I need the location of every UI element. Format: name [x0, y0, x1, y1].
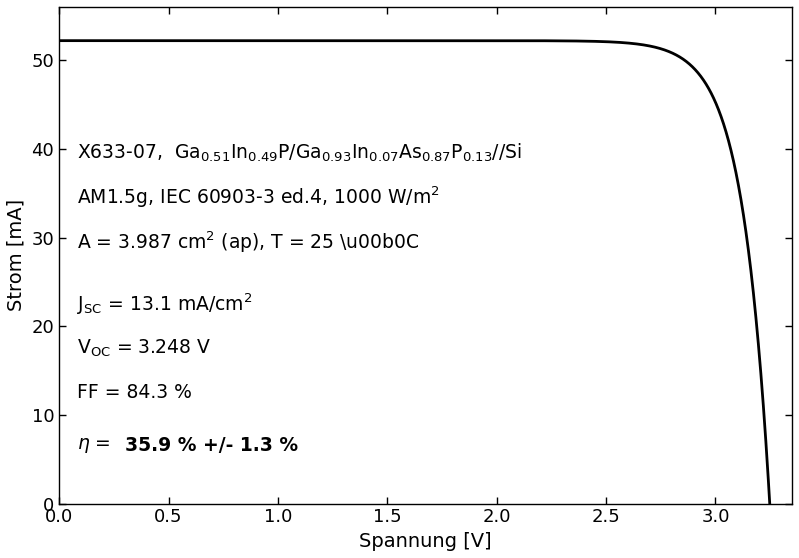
Text: 35.9 % +/- 1.3 %: 35.9 % +/- 1.3 %	[125, 436, 298, 455]
Text: AM1.5g, IEC 60903-3 ed.4, 1000 W/m$^{2}$: AM1.5g, IEC 60903-3 ed.4, 1000 W/m$^{2}$	[77, 185, 439, 210]
Text: X633-07,  Ga$_{0.51}$In$_{0.49}$P/Ga$_{0.93}$In$_{0.07}$As$_{0.87}$P$_{0.13}$//S: X633-07, Ga$_{0.51}$In$_{0.49}$P/Ga$_{0.…	[77, 142, 522, 165]
X-axis label: Spannung [V]: Spannung [V]	[360, 532, 492, 551]
Text: V$_{\mathregular{OC}}$ = 3.248 V: V$_{\mathregular{OC}}$ = 3.248 V	[77, 338, 211, 359]
Text: FF = 84.3 %: FF = 84.3 %	[77, 383, 192, 402]
Text: J$_{\mathregular{SC}}$ = 13.1 mA/cm$^{2}$: J$_{\mathregular{SC}}$ = 13.1 mA/cm$^{2}…	[77, 291, 252, 317]
Text: A = 3.987 cm$^{2}$ (ap), T = 25 \u00b0C: A = 3.987 cm$^{2}$ (ap), T = 25 \u00b0C	[77, 229, 419, 255]
Text: $\eta$ =: $\eta$ =	[77, 436, 112, 455]
Y-axis label: Strom [mA]: Strom [mA]	[7, 199, 26, 311]
